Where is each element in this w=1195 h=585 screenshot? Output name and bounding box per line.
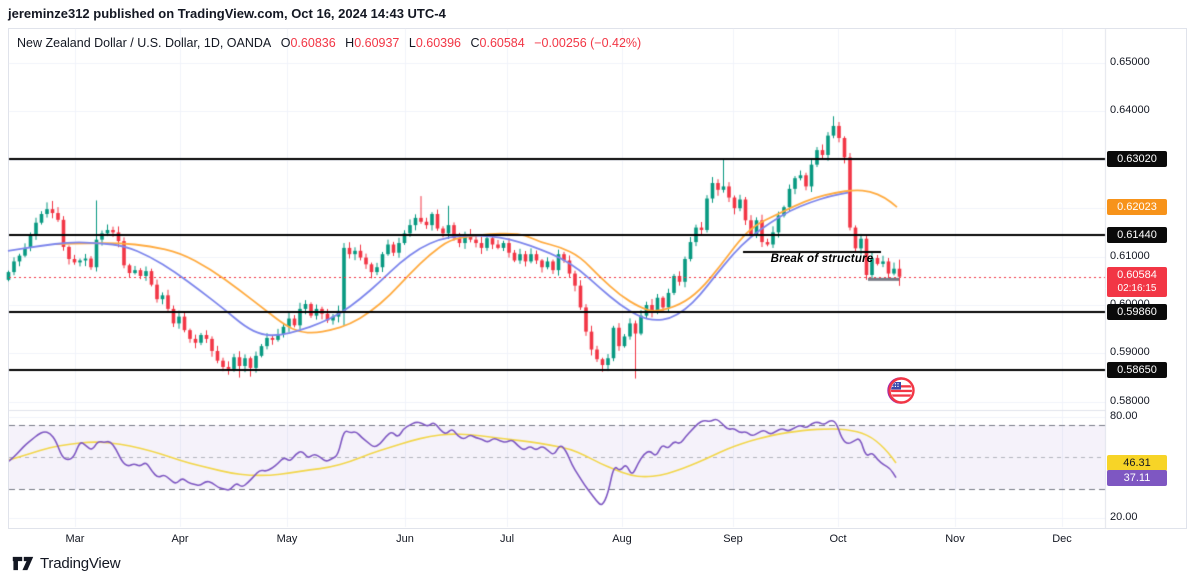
ma-price-badge: 0.62023 [1107,199,1167,215]
rsi-tick: 20.00 [1110,511,1138,523]
break-of-structure-label[interactable]: Break of structure [770,253,874,265]
price-scale[interactable]: 0.650000.640000.610000.600000.590000.580… [1106,28,1187,528]
tradingview-logo-text: TradingView [40,555,121,572]
level-price-badge: 0.61440 [1107,227,1167,243]
price-tick: 0.59000 [1110,346,1150,358]
high-value: 0.60937 [354,36,400,50]
high-label: H [345,36,355,50]
time-axis-label-oct: Oct [829,533,847,545]
rsi-value-badge: 46.31 [1107,455,1167,471]
time-axis-label-may: May [276,533,298,545]
price-tick: 0.61000 [1110,250,1150,262]
open-value: 0.60836 [290,36,336,50]
price-tick: 0.58000 [1110,395,1150,407]
last-price-value: 0.60584 [1117,269,1157,281]
change-value: −0.00256 (−0.42%) [534,36,642,50]
low-label: L [408,36,416,50]
time-axis-label-sep: Sep [723,533,743,545]
price-tick: 0.64000 [1110,104,1150,116]
symbol-title: New Zealand Dollar / U.S. Dollar, 1D, OA… [17,36,272,50]
time-axis[interactable]: Mar Apr May Jun Jul Aug Sep Oct Nov Dec [8,528,1187,550]
time-axis-label-aug: Aug [612,533,632,545]
close-value: 0.60584 [479,36,525,50]
time-axis-label-apr: Apr [171,533,189,545]
close-label: C [470,36,480,50]
time-axis-label-jul: Jul [499,533,515,545]
rsi-value-badge: 37.11 [1107,470,1167,486]
level-price-badge: 0.58650 [1107,362,1167,378]
us-flag-circle-icon[interactable] [884,377,915,404]
chart-legend[interactable]: New Zealand Dollar / U.S. Dollar, 1D, OA… [17,36,647,50]
open-label: O [280,36,291,50]
last-price-badge: 0.60584 02:16:15 [1107,267,1167,297]
tradingview-footer[interactable]: TradingView [12,555,121,572]
time-axis-label-dec: Dec [1052,533,1072,545]
time-axis-label-nov: Nov [945,533,965,545]
countdown-timer: 02:16:15 [1117,283,1157,294]
level-price-badge: 0.59860 [1107,304,1167,320]
time-axis-label-jun: Jun [396,533,414,545]
tradingview-logo-icon [12,556,34,571]
level-price-badge: 0.63020 [1107,151,1167,167]
price-tick: 0.65000 [1110,56,1150,68]
time-axis-label-mar: Mar [65,533,85,545]
rsi-tick: 80.00 [1110,410,1138,422]
low-value: 0.60396 [415,36,461,50]
